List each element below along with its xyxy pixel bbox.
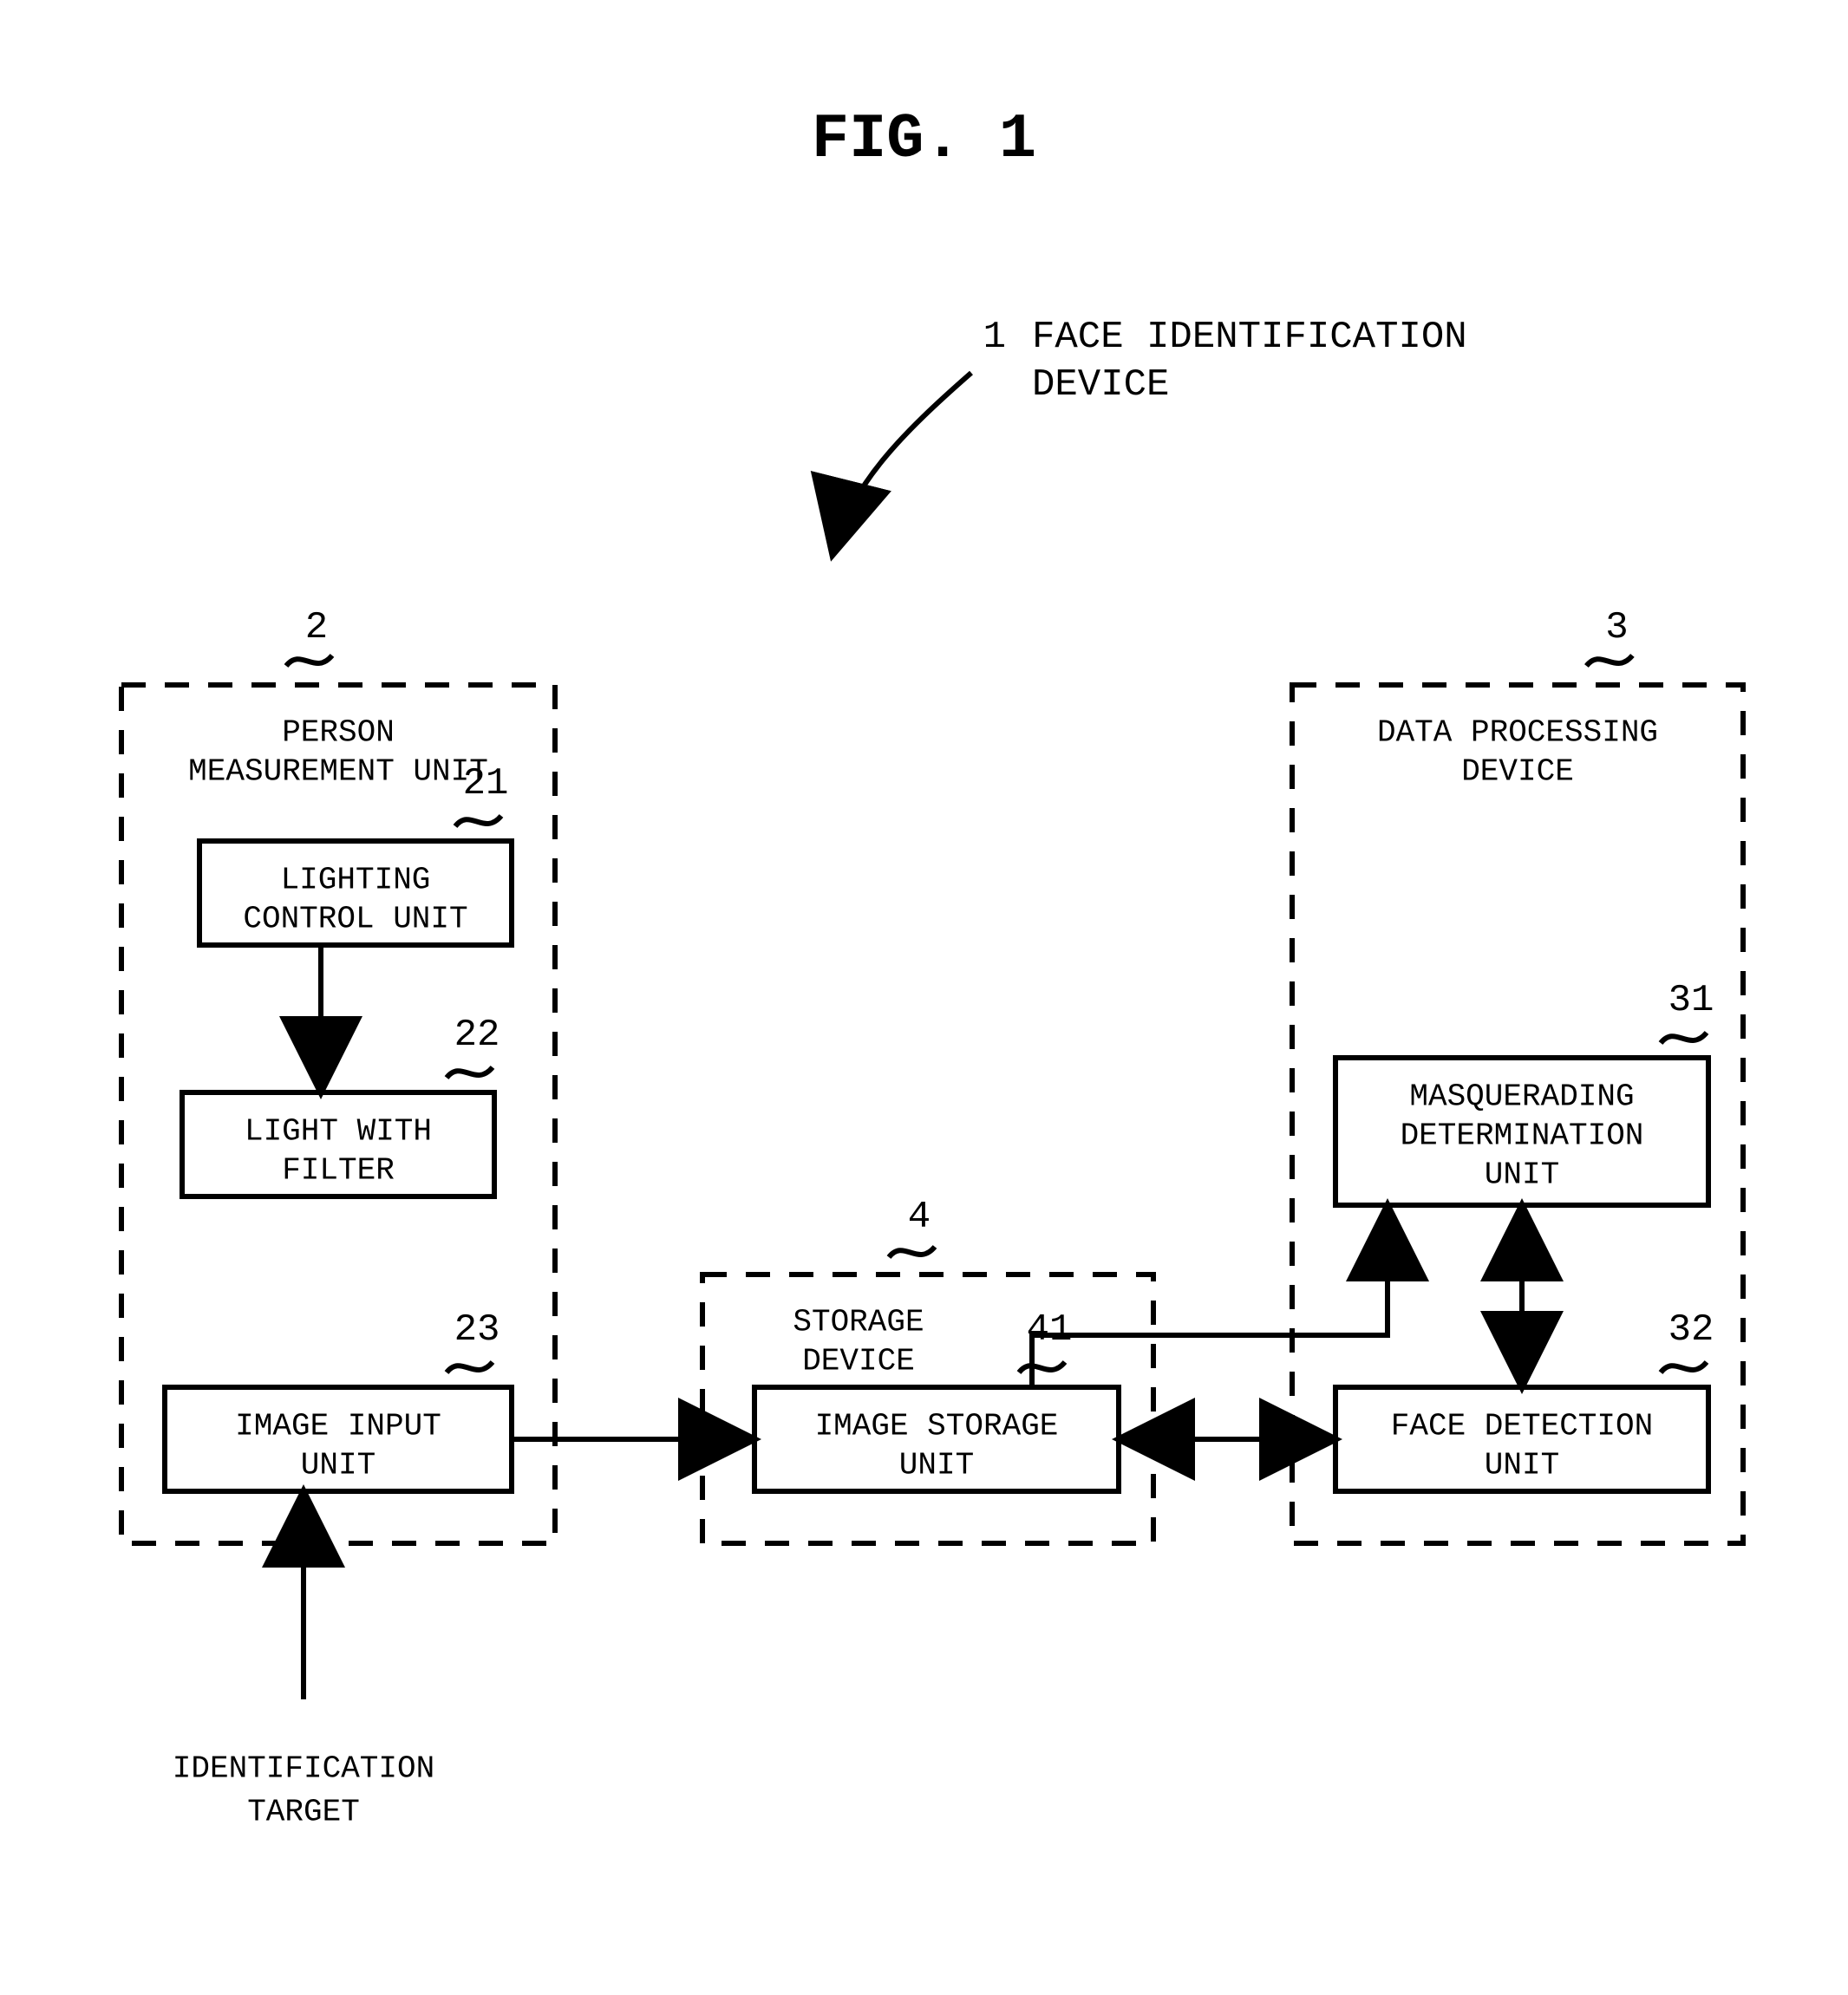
svg-text:UNIT: UNIT [1485,1157,1559,1193]
svg-text:UNIT: UNIT [301,1448,375,1483]
svg-text:TARGET: TARGET [247,1795,360,1830]
svg-text:DEVICE: DEVICE [802,1344,915,1379]
svg-text:PERSON: PERSON [282,715,395,751]
svg-text:IMAGE INPUT: IMAGE INPUT [235,1409,441,1444]
svg-text:21: 21 [463,762,509,805]
svg-text:32: 32 [1668,1308,1714,1352]
svg-text:DEVICE: DEVICE [1461,754,1574,790]
svg-text:1: 1 [983,316,1006,359]
svg-text:FIG. 1: FIG. 1 [812,104,1036,175]
svg-text:FACE DETECTION: FACE DETECTION [1391,1409,1653,1444]
svg-text:STORAGE: STORAGE [793,1305,924,1340]
svg-text:FACE IDENTIFICATION: FACE IDENTIFICATION [1032,316,1467,359]
svg-text:22: 22 [454,1014,500,1057]
svg-text:LIGHT WITH: LIGHT WITH [245,1114,432,1150]
svg-text:DATA PROCESSING: DATA PROCESSING [1377,715,1658,751]
svg-text:DEVICE: DEVICE [1032,363,1169,407]
svg-text:IMAGE STORAGE: IMAGE STORAGE [815,1409,1059,1444]
svg-text:FILTER: FILTER [282,1153,395,1189]
svg-text:3: 3 [1605,606,1628,649]
svg-text:IDENTIFICATION: IDENTIFICATION [173,1751,434,1787]
svg-text:MEASUREMENT UNIT: MEASUREMENT UNIT [188,754,488,790]
svg-text:LIGHTING: LIGHTING [281,863,431,898]
svg-text:31: 31 [1668,979,1714,1022]
svg-text:2: 2 [305,606,328,649]
svg-text:UNIT: UNIT [899,1448,974,1483]
svg-text:4: 4 [908,1196,931,1239]
svg-text:MASQUERADING: MASQUERADING [1409,1079,1634,1115]
svg-text:CONTROL UNIT: CONTROL UNIT [243,902,467,937]
svg-text:23: 23 [454,1308,500,1352]
svg-text:DETERMINATION: DETERMINATION [1401,1118,1644,1154]
svg-text:UNIT: UNIT [1485,1448,1559,1483]
